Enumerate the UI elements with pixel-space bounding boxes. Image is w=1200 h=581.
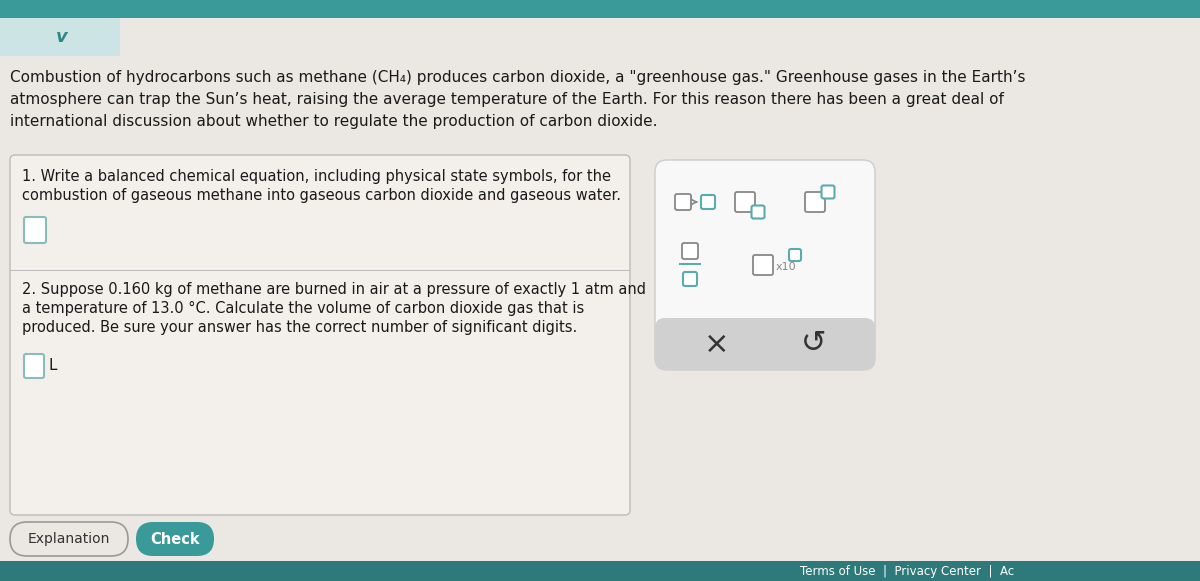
FancyBboxPatch shape bbox=[790, 249, 802, 261]
Bar bbox=[0, 561, 1200, 581]
Text: x10: x10 bbox=[776, 262, 797, 272]
FancyBboxPatch shape bbox=[10, 155, 630, 515]
Text: international discussion about whether to regulate the production of carbon diox: international discussion about whether t… bbox=[10, 114, 658, 129]
Bar bbox=[679, 263, 701, 265]
FancyBboxPatch shape bbox=[655, 160, 875, 370]
Bar bbox=[120, 18, 1200, 56]
FancyBboxPatch shape bbox=[10, 522, 128, 556]
FancyBboxPatch shape bbox=[24, 354, 44, 378]
FancyBboxPatch shape bbox=[701, 195, 715, 209]
Text: produced. Be sure your answer has the correct number of significant digits.: produced. Be sure your answer has the co… bbox=[22, 320, 577, 335]
FancyBboxPatch shape bbox=[136, 522, 214, 556]
Text: a temperature of 13.0 °C. Calculate the volume of carbon dioxide gas that is: a temperature of 13.0 °C. Calculate the … bbox=[22, 301, 584, 316]
FancyBboxPatch shape bbox=[822, 185, 834, 199]
FancyBboxPatch shape bbox=[24, 217, 46, 243]
Bar bbox=[0, 18, 120, 56]
FancyBboxPatch shape bbox=[655, 318, 875, 370]
Text: 2. Suppose 0.160 kg of methane are burned in air at a pressure of exactly 1 atm : 2. Suppose 0.160 kg of methane are burne… bbox=[22, 282, 646, 297]
Text: ×: × bbox=[704, 329, 730, 358]
FancyBboxPatch shape bbox=[805, 192, 826, 212]
Text: ↺: ↺ bbox=[800, 329, 826, 358]
FancyBboxPatch shape bbox=[682, 243, 698, 259]
FancyBboxPatch shape bbox=[754, 255, 773, 275]
Bar bbox=[10, 270, 630, 271]
Text: Check: Check bbox=[150, 532, 200, 547]
FancyBboxPatch shape bbox=[683, 272, 697, 286]
Bar bbox=[0, 0, 1200, 18]
Text: combustion of gaseous methane into gaseous carbon dioxide and gaseous water.: combustion of gaseous methane into gaseo… bbox=[22, 188, 622, 203]
Text: v: v bbox=[56, 28, 68, 46]
Text: atmosphere can trap the Sun’s heat, raising the average temperature of the Earth: atmosphere can trap the Sun’s heat, rais… bbox=[10, 92, 1004, 107]
Text: Combustion of hydrocarbons such as methane (CH₄) produces carbon dioxide, a "gre: Combustion of hydrocarbons such as metha… bbox=[10, 70, 1026, 85]
Text: Terms of Use  |  Privacy Center  |  Ac: Terms of Use | Privacy Center | Ac bbox=[800, 565, 1014, 578]
Text: L: L bbox=[49, 358, 58, 374]
FancyBboxPatch shape bbox=[751, 206, 764, 218]
Text: 1. Write a balanced chemical equation, including physical state symbols, for the: 1. Write a balanced chemical equation, i… bbox=[22, 169, 611, 184]
FancyBboxPatch shape bbox=[674, 194, 691, 210]
Text: Explanation: Explanation bbox=[28, 532, 110, 546]
FancyBboxPatch shape bbox=[734, 192, 755, 212]
